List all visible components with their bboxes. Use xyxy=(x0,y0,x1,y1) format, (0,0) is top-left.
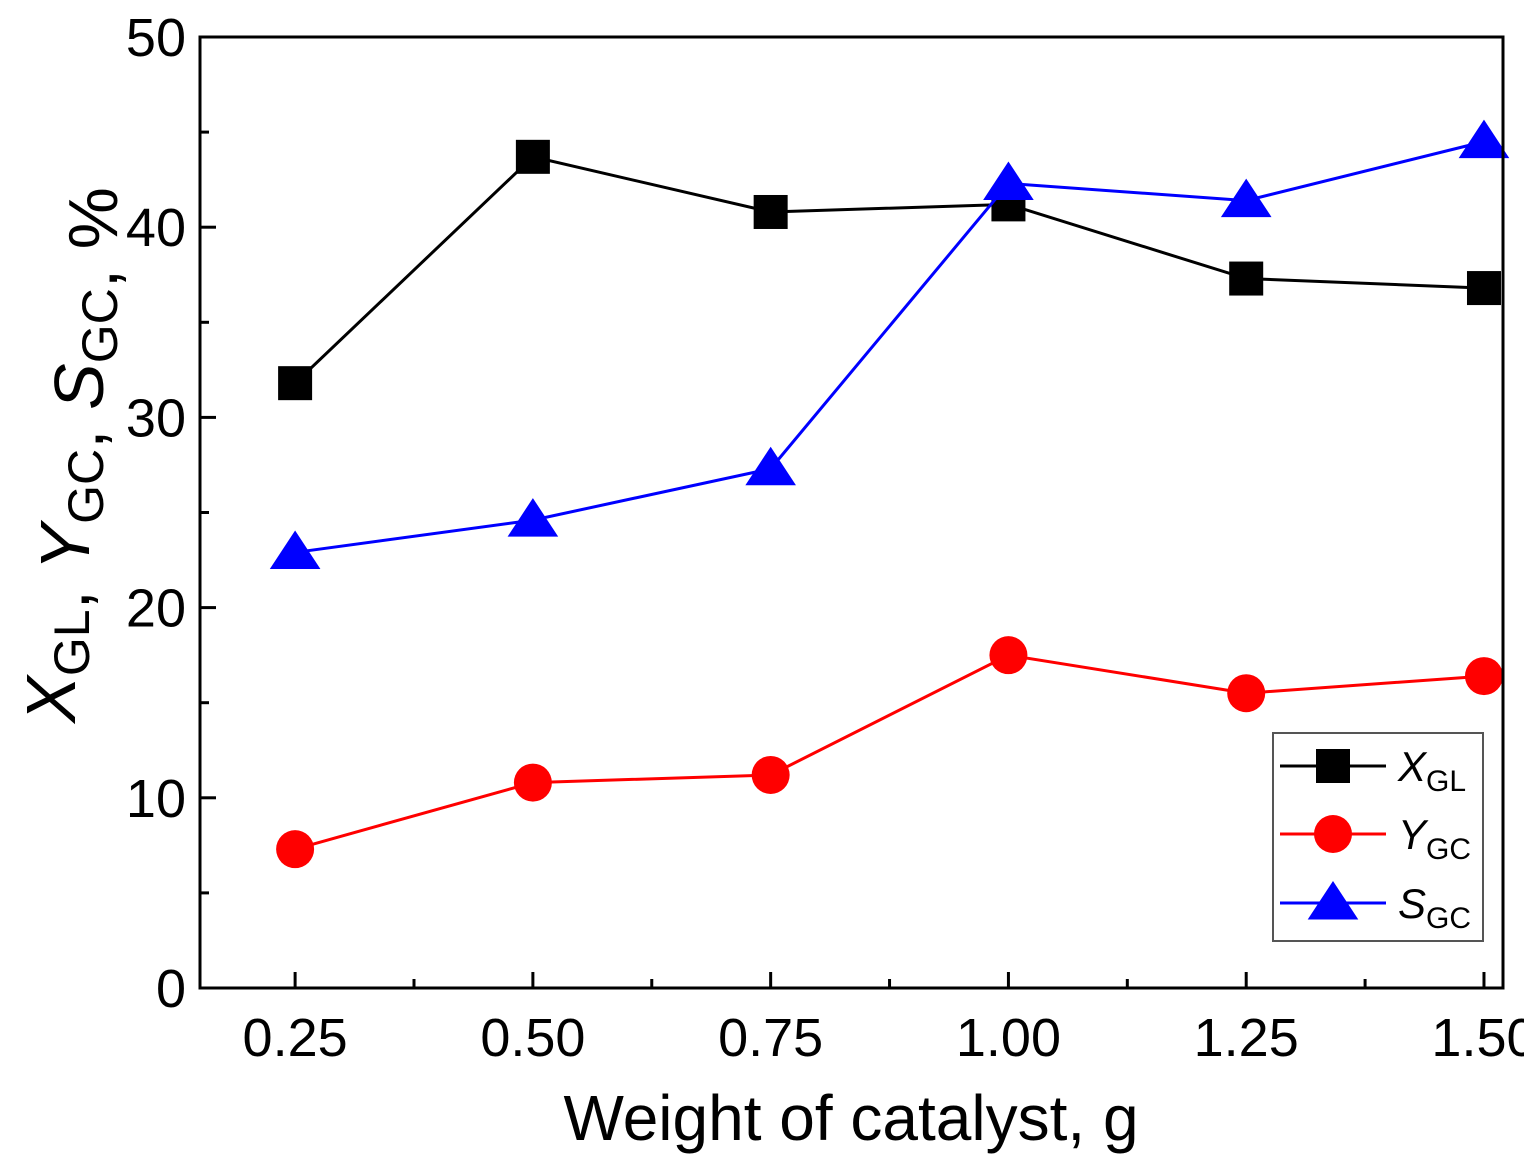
legend-label: XGL xyxy=(1397,743,1466,798)
data-point xyxy=(753,194,788,229)
y-axis-title: XGL, YGC, SGC, % xyxy=(12,187,132,725)
tick-labels: 0 10 20 30 40 50 0.25 0.50 0.75 1.00 1.25 1.50 xyxy=(126,8,1524,1068)
y-axis-title-part: GL xyxy=(44,609,100,676)
data-point xyxy=(1466,271,1501,306)
x-tick-label: 1.25 xyxy=(1194,1008,1299,1068)
legend-item: SGC xyxy=(1280,880,1471,935)
legend: XGL YGC SGC xyxy=(1272,732,1484,942)
y-axis-title-part: , % xyxy=(54,187,132,288)
legend-marker xyxy=(1314,815,1352,853)
legend-label: SGC xyxy=(1398,880,1471,935)
series-line xyxy=(294,140,1485,554)
data-point xyxy=(515,139,550,174)
legend-item: XGL xyxy=(1280,743,1466,798)
plot-frame xyxy=(198,35,1505,990)
data-point xyxy=(1464,657,1503,696)
data-point xyxy=(1229,261,1264,296)
series-line xyxy=(294,653,1485,851)
y-tick-label: 10 xyxy=(126,769,186,829)
series-line xyxy=(294,155,1485,385)
legend-marker xyxy=(1307,881,1359,920)
y-axis-title-part: , xyxy=(40,410,118,449)
x-tick-label: 0.25 xyxy=(243,1008,348,1068)
data-point xyxy=(1227,674,1266,713)
data-point xyxy=(1458,119,1510,159)
legend-label: YGC xyxy=(1398,811,1471,866)
data-series xyxy=(269,119,1510,869)
y-axis-title-part: GC xyxy=(58,449,114,524)
y-tick-label: 30 xyxy=(126,388,186,448)
y-tick-label: 20 xyxy=(126,579,186,639)
data-point xyxy=(276,830,315,869)
data-point xyxy=(513,763,552,802)
series-y-gc xyxy=(276,636,1503,869)
y-axis-title-part: , xyxy=(26,571,104,610)
legend-box xyxy=(1272,732,1484,942)
x-tick-label: 0.50 xyxy=(480,1008,585,1068)
x-tick-label: 0.75 xyxy=(718,1008,823,1068)
x-axis-title: Weight of catalyst, g xyxy=(563,1082,1138,1154)
y-tick-label: 40 xyxy=(126,198,186,258)
data-point xyxy=(269,530,321,569)
y-axis-title-part: GC xyxy=(72,288,128,363)
series-s-gc xyxy=(269,119,1510,569)
data-point xyxy=(278,366,313,401)
data-point xyxy=(745,446,796,486)
y-axis-title-part: Y xyxy=(26,520,104,571)
y-axis-title-part: S xyxy=(40,363,118,410)
series-x-gl xyxy=(278,139,1501,401)
legend-item: YGC xyxy=(1280,811,1471,866)
data-point xyxy=(1220,178,1272,218)
y-tick-label: 0 xyxy=(156,959,186,1019)
data-point xyxy=(989,636,1028,675)
y-axis-title-part: X xyxy=(12,674,90,725)
x-tick-label: 1.50 xyxy=(1431,1008,1524,1068)
data-point xyxy=(983,161,1034,200)
y-tick-label: 50 xyxy=(126,8,186,68)
data-point xyxy=(507,498,559,537)
data-point xyxy=(751,755,790,794)
x-tick-label: 1.00 xyxy=(956,1008,1061,1068)
legend-marker xyxy=(1316,749,1350,783)
